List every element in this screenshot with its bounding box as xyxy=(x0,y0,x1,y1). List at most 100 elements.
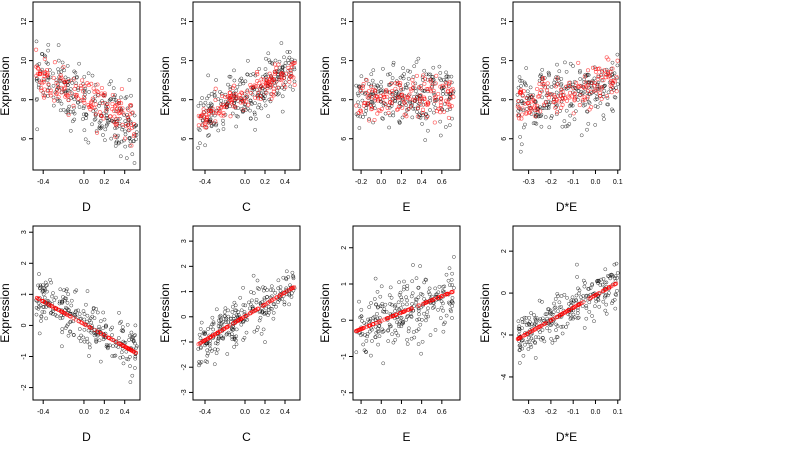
fitted-point xyxy=(377,319,382,324)
observed-point xyxy=(254,297,259,302)
fitted-point xyxy=(48,91,53,96)
observed-point xyxy=(369,301,373,305)
observed-point xyxy=(540,106,545,111)
observed-point xyxy=(114,139,119,144)
observed-point xyxy=(615,275,620,280)
fitted-point xyxy=(582,97,587,102)
observed-point xyxy=(517,327,522,332)
observed-point xyxy=(545,316,549,321)
observed-point xyxy=(39,319,43,323)
observed-point xyxy=(268,99,273,104)
observed-point xyxy=(268,288,273,292)
y-tick-label: 8 xyxy=(181,98,188,102)
observed-point xyxy=(383,302,388,307)
observed-point xyxy=(597,279,601,283)
observed-point xyxy=(409,314,413,319)
observed-point xyxy=(134,345,139,350)
observed-point xyxy=(83,92,87,97)
observed-point xyxy=(245,72,250,77)
fitted-point xyxy=(113,339,118,344)
fitted-point xyxy=(112,114,117,119)
fitted-point xyxy=(372,117,377,123)
observed-point xyxy=(549,116,554,120)
fitted-point xyxy=(403,95,408,100)
observed-point xyxy=(538,105,542,110)
observed-point xyxy=(238,82,243,87)
fitted-point xyxy=(399,310,404,315)
fitted-point xyxy=(63,86,68,91)
fitted-point xyxy=(520,93,525,98)
observed-point xyxy=(133,354,138,359)
observed-point xyxy=(361,115,365,119)
observed-point xyxy=(554,335,559,339)
observed-point xyxy=(367,329,372,334)
observed-point xyxy=(68,329,72,334)
fitted-point xyxy=(406,107,411,112)
fitted-point xyxy=(518,335,523,340)
fitted-point xyxy=(429,84,434,89)
observed-point xyxy=(393,309,397,313)
fitted-point xyxy=(398,86,403,91)
fitted-point xyxy=(55,83,60,88)
observed-point xyxy=(264,306,268,311)
fitted-point xyxy=(201,339,206,344)
observed-point xyxy=(577,70,582,75)
observed-point xyxy=(389,80,394,85)
fitted-point xyxy=(414,73,419,78)
observed-point xyxy=(268,306,273,311)
observed-point xyxy=(582,284,587,289)
observed-point xyxy=(258,309,263,314)
x-tick-label: 0.4 xyxy=(417,179,427,186)
fitted-point xyxy=(228,114,233,119)
observed-point xyxy=(232,314,236,318)
observed-point xyxy=(271,316,276,321)
observed-point xyxy=(564,108,569,113)
fitted-point xyxy=(95,82,100,87)
fitted-point xyxy=(131,349,136,354)
fitted-point xyxy=(390,88,395,94)
observed-point xyxy=(81,117,85,121)
observed-point xyxy=(262,98,267,103)
y-tick-label: 8 xyxy=(501,98,508,102)
plot-frame xyxy=(192,1,301,171)
observed-point xyxy=(614,261,619,266)
fitted-point xyxy=(394,107,400,112)
observed-point xyxy=(59,101,64,106)
observed-point xyxy=(583,281,587,285)
observed-point xyxy=(89,330,94,335)
fitted-point xyxy=(531,328,536,333)
observed-point xyxy=(581,294,586,298)
observed-point xyxy=(133,323,138,328)
observed-point xyxy=(447,123,452,128)
fitted-point xyxy=(292,82,297,87)
observed-point xyxy=(274,79,279,84)
observed-point xyxy=(550,340,555,345)
observed-point xyxy=(74,81,79,86)
observed-point xyxy=(69,95,74,100)
observed-point xyxy=(441,284,445,289)
observed-point xyxy=(205,353,210,358)
fitted-point xyxy=(43,70,48,75)
fitted-point xyxy=(276,62,281,67)
observed-point xyxy=(528,85,533,90)
fitted-point xyxy=(267,77,272,82)
x-tick-label: 0.0 xyxy=(240,409,250,416)
observed-point xyxy=(198,327,203,331)
observed-point xyxy=(389,302,394,307)
x-axis-title: E xyxy=(402,430,410,444)
observed-point xyxy=(358,88,363,93)
y-axis-title: Expression xyxy=(478,56,492,115)
fitted-point xyxy=(428,298,433,303)
observed-point xyxy=(76,308,81,313)
fitted-point xyxy=(116,98,121,103)
fitted-point xyxy=(558,93,563,98)
fitted-point xyxy=(88,103,94,108)
observed-point xyxy=(518,79,523,83)
fitted-point xyxy=(422,81,427,86)
fitted-point xyxy=(438,106,443,111)
observed-point xyxy=(427,95,432,100)
fitted-point xyxy=(522,333,527,338)
observed-point xyxy=(380,116,385,121)
observed-point xyxy=(112,97,116,102)
